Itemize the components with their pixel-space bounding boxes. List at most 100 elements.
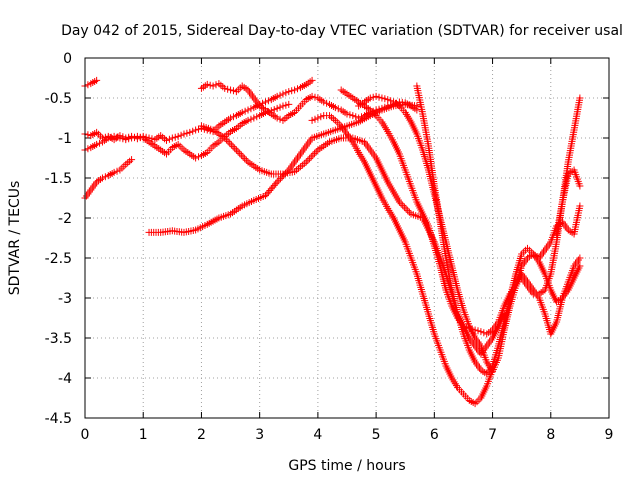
data-point	[247, 119, 249, 122]
data-point	[328, 141, 331, 143]
series-track-8	[308, 112, 497, 408]
series-track-13	[553, 94, 584, 238]
x-tick-label: 9	[605, 427, 614, 443]
data-point	[567, 229, 570, 231]
data-point	[392, 141, 395, 143]
data-point	[375, 109, 377, 111]
data-point	[375, 114, 377, 117]
data-point	[427, 145, 430, 147]
chart-title: Day 042 of 2015, Sidereal Day-to-day VTE…	[61, 23, 623, 39]
y-tick-label: -0.5	[45, 91, 72, 107]
data-point	[404, 169, 407, 171]
x-tick-label: 0	[81, 427, 90, 443]
x-tick-label: 8	[546, 427, 555, 443]
data-point	[334, 119, 337, 122]
data-point	[340, 109, 342, 111]
x-tick-label: 3	[255, 427, 264, 443]
data-point	[287, 90, 290, 93]
data-point	[579, 257, 581, 259]
data-point	[352, 141, 354, 143]
plot-frame	[84, 57, 610, 419]
data-point	[235, 149, 238, 151]
x-tick-label: 7	[488, 427, 497, 443]
data-point	[363, 101, 366, 103]
data-point	[549, 333, 552, 335]
data-point	[480, 345, 482, 347]
data-point	[90, 134, 92, 137]
data-point	[177, 135, 179, 138]
data-point	[183, 149, 185, 151]
data-point	[229, 213, 232, 215]
data-point	[299, 105, 302, 107]
series-track-5	[145, 100, 421, 236]
y-axis-label: SDTVAR / TECUs	[7, 181, 23, 296]
data-point	[497, 321, 500, 323]
data-point	[485, 385, 488, 387]
data-point	[398, 101, 401, 103]
x-axis-label: GPS time / hours	[288, 458, 405, 474]
data-point	[480, 353, 482, 355]
data-point	[189, 131, 191, 134]
data-point	[95, 181, 98, 183]
data-point	[427, 225, 430, 227]
data-point	[386, 181, 389, 183]
data-point	[276, 181, 278, 183]
data-point	[264, 109, 267, 111]
data-point	[386, 98, 389, 101]
data-point	[346, 125, 348, 127]
data-point	[258, 114, 261, 117]
y-tick-label: -2.5	[45, 251, 72, 267]
data-point	[439, 349, 441, 351]
data-point	[247, 161, 249, 163]
data-point	[526, 247, 529, 250]
data-point	[311, 79, 313, 82]
data-point	[340, 125, 342, 127]
data-point	[544, 273, 546, 275]
data-point	[503, 321, 506, 323]
data-point	[410, 121, 412, 123]
y-tick-label: -1.5	[45, 171, 72, 187]
data-point	[549, 241, 552, 243]
data-point	[328, 103, 331, 106]
data-point	[282, 93, 284, 95]
data-point	[305, 98, 308, 101]
data-point	[194, 157, 197, 159]
data-point	[363, 161, 366, 163]
data-point	[206, 151, 209, 154]
data-point	[148, 141, 150, 143]
data-point	[573, 265, 575, 267]
data-point	[154, 145, 156, 147]
data-point	[555, 301, 558, 303]
data-point	[480, 330, 482, 333]
data-point	[247, 89, 249, 91]
data-point	[189, 153, 191, 155]
data-point	[421, 113, 424, 115]
data-point	[282, 119, 284, 122]
data-point	[520, 253, 523, 255]
data-point	[276, 107, 278, 110]
data-point	[258, 169, 261, 171]
data-point	[375, 95, 377, 98]
data-point	[340, 137, 342, 139]
data-point	[416, 85, 418, 87]
data-point	[287, 169, 290, 171]
data-point	[311, 119, 313, 122]
data-point	[148, 137, 150, 139]
data-point	[270, 113, 273, 115]
data-point	[579, 97, 581, 99]
data-point	[95, 79, 98, 82]
data-point	[253, 106, 255, 109]
data-point	[468, 349, 471, 351]
data-point	[276, 95, 278, 98]
y-tick-label: -3	[58, 291, 72, 307]
x-tick-label: 6	[430, 427, 439, 443]
data-point	[229, 89, 232, 91]
data-point	[381, 121, 383, 123]
data-point	[549, 289, 552, 291]
data-point	[194, 129, 197, 131]
data-point	[532, 293, 535, 295]
data-point	[212, 145, 214, 147]
data-point	[363, 105, 366, 107]
data-point	[433, 185, 436, 187]
data-point	[299, 153, 302, 155]
